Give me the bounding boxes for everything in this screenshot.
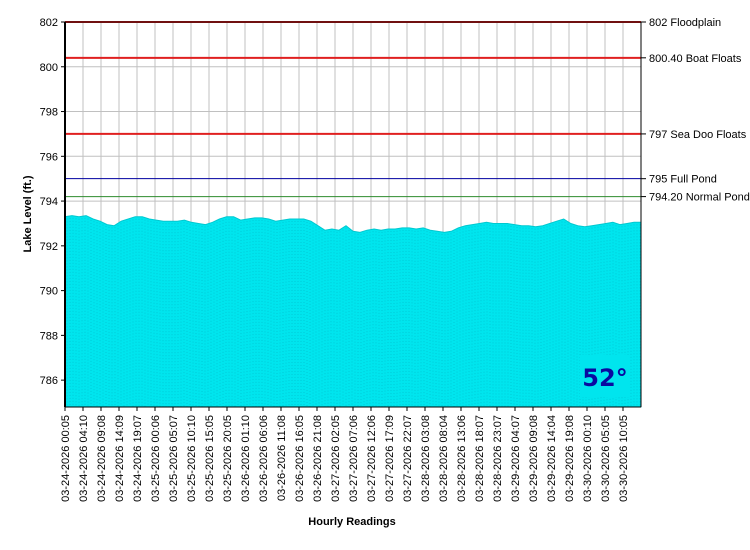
y-tick-label: 802 xyxy=(40,17,58,29)
x-tick-label: 03-25-2026 00:06 xyxy=(150,415,162,502)
x-tick-label: 03-26-2026 01:10 xyxy=(240,415,252,502)
level-area-fill xyxy=(64,215,642,408)
x-tick-label: 03-24-2026 09:08 xyxy=(96,415,108,502)
x-tick-label: 03-30-2026 05:05 xyxy=(600,415,612,502)
x-tick-label: 03-24-2026 00:05 xyxy=(60,415,72,502)
x-tick-label: 03-28-2026 08:04 xyxy=(438,415,450,502)
y-tick-label: 796 xyxy=(40,151,58,163)
temperature-value: 52° xyxy=(582,364,627,392)
x-tick-label: 03-30-2026 10:05 xyxy=(618,415,630,502)
reference-label: 795 Full Pond xyxy=(649,174,717,186)
reference-labels: 802 Floodplain 800.40 Boat Floats 797 Sea … xyxy=(649,17,750,204)
x-tick-label: 03-27-2026 17:09 xyxy=(384,415,396,502)
y-tick-label: 786 xyxy=(40,375,58,387)
axes xyxy=(61,21,642,411)
reference-label: 800.40 Boat Floats xyxy=(649,53,742,65)
x-tick-label: 03-24-2026 14:09 xyxy=(114,415,126,502)
x-tick-label: 03-27-2026 02:05 xyxy=(330,415,342,502)
reference-label: 797 Sea Doo Floats xyxy=(649,129,747,141)
reference-label: 802 Floodplain xyxy=(649,17,721,29)
x-tick-label: 03-26-2026 06:06 xyxy=(258,415,270,502)
x-tick-label: 03-27-2026 07:06 xyxy=(348,415,360,502)
y-tick-label: 790 xyxy=(40,286,58,298)
x-tick-label: 03-29-2026 14:04 xyxy=(546,415,558,502)
x-tick-label: 03-26-2026 21:08 xyxy=(312,415,324,502)
y-tick-label: 800 xyxy=(40,62,58,74)
x-tick-label: 03-25-2026 15:05 xyxy=(204,415,216,502)
x-tick-label: 03-25-2026 10:10 xyxy=(186,415,198,502)
x-tick-label: 03-29-2026 19:08 xyxy=(564,415,576,502)
x-tick-label: 03-26-2026 11:08 xyxy=(276,415,288,501)
y-tick-label: 798 xyxy=(40,107,58,119)
x-tick-label: 03-29-2026 04:07 xyxy=(510,415,522,502)
y-tick-labels: 786 788 790 792 794 796 798 800 802 xyxy=(40,17,58,387)
x-tick-label: 03-28-2026 03:08 xyxy=(420,415,432,502)
x-tick-label: 03-24-2026 19:07 xyxy=(132,415,144,502)
temperature-badge-bg xyxy=(580,355,630,397)
x-axis-title: Hourly Readings xyxy=(308,516,395,528)
x-tick-label: 03-28-2026 18:07 xyxy=(474,415,486,502)
x-tick-label: 03-28-2026 23:07 xyxy=(492,415,504,502)
x-tick-label: 03-26-2026 16:05 xyxy=(294,415,306,502)
level-area xyxy=(64,215,642,408)
y-tick-label: 792 xyxy=(40,241,58,253)
x-tick-label: 03-29-2026 09:08 xyxy=(528,415,540,502)
x-tick-labels: 03-24-2026 00:05 03-24-2026 04:10 03-24-20… xyxy=(60,415,630,502)
x-tick-label: 03-25-2026 20:05 xyxy=(222,415,234,502)
reference-label: 794.20 Normal Pond xyxy=(649,192,750,204)
x-tick-label: 03-28-2026 13:06 xyxy=(456,415,468,502)
x-tick-label: 03-24-2026 04:10 xyxy=(78,415,90,502)
x-tick-label: 03-25-2026 05:07 xyxy=(168,415,180,502)
x-tick-label: 03-27-2026 12:06 xyxy=(366,415,378,502)
x-tick-label: 03-30-2026 00:10 xyxy=(582,415,594,502)
y-tick-label: 788 xyxy=(40,330,58,342)
y-tick-label: 794 xyxy=(40,196,58,208)
y-axis-title: Lake Level (ft.) xyxy=(22,175,34,252)
temperature-badge: 52° xyxy=(580,355,630,397)
x-tick-label: 03-27-2026 22:07 xyxy=(402,415,414,502)
